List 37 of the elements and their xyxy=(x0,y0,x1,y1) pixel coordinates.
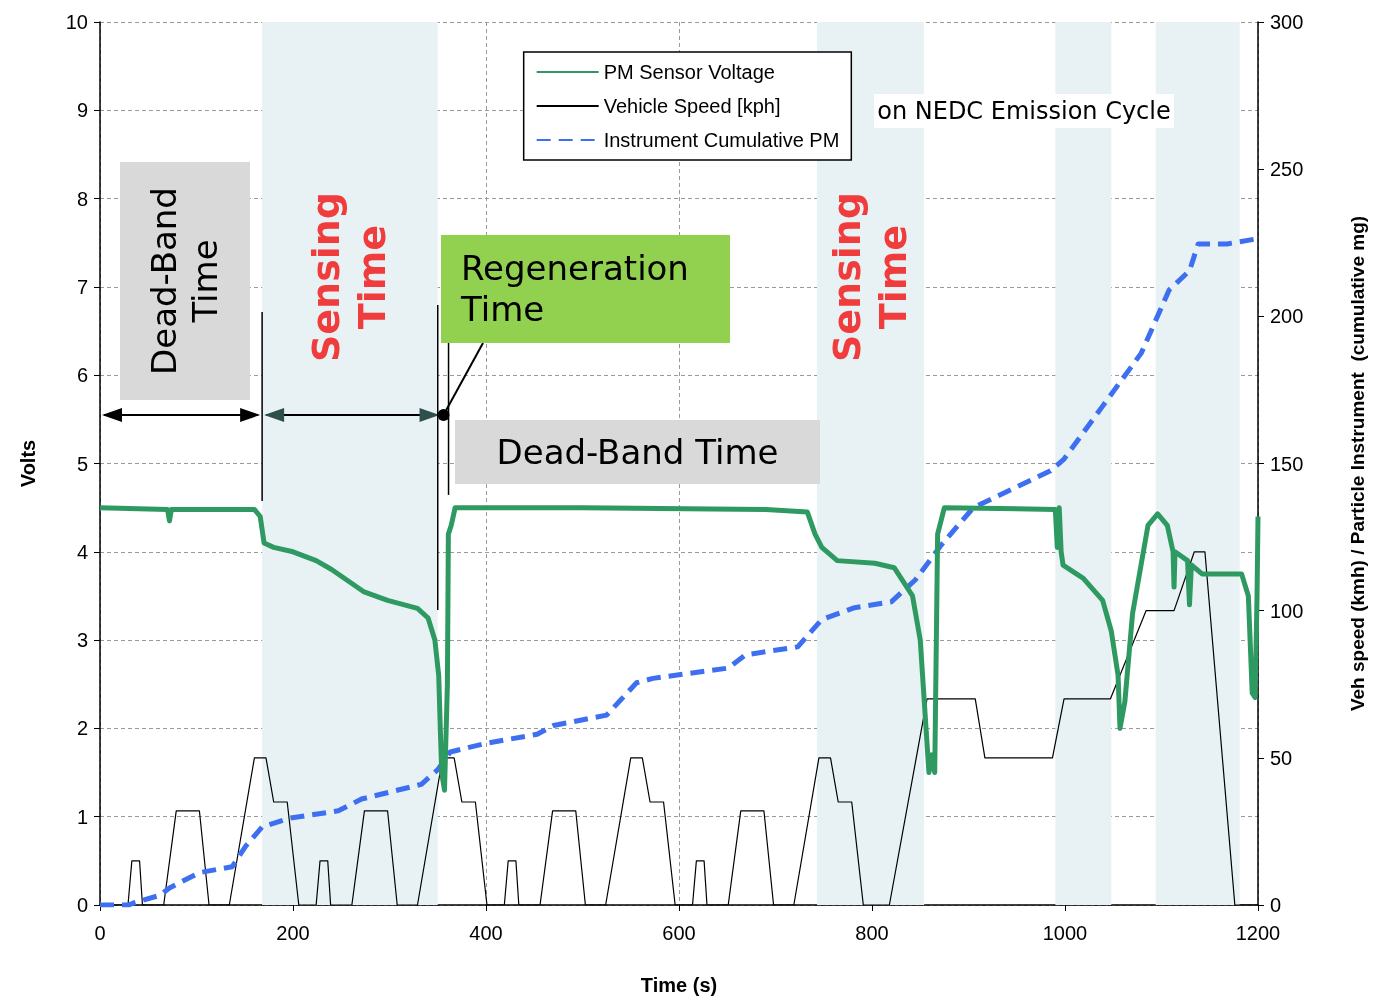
y2-tick-label: 50 xyxy=(1270,746,1293,769)
y-tick-label: 8 xyxy=(76,187,88,210)
annotation: on NEDC Emission Cycle xyxy=(874,94,1174,128)
y-axis-title: Volts xyxy=(17,439,39,488)
y2-axis-title: Veh speed (kmh) / Particle Instrument (cumulative mg) xyxy=(1347,215,1368,712)
legend-label: PM Sensor Voltage xyxy=(603,61,775,83)
annotation: Regeneration Time xyxy=(441,235,730,343)
legend-label: Instrument Cumulative PM xyxy=(603,129,840,151)
x-tick-label: 600 xyxy=(662,922,696,944)
y2-tick-label: 150 xyxy=(1270,452,1304,475)
x-axis-title: Time (s) xyxy=(640,974,718,996)
annotation: Dead-Band Time xyxy=(120,162,250,400)
y-tick-label: 3 xyxy=(76,629,88,652)
band-label: Sensing Time xyxy=(303,190,395,365)
y-tick-label: 5 xyxy=(76,452,88,475)
y-tick-label: 2 xyxy=(76,717,88,740)
y-tick-label: 0 xyxy=(76,894,88,916)
y-tick-label: 4 xyxy=(76,540,88,563)
x-tick-label: 800 xyxy=(855,922,889,944)
y-tick-label: 9 xyxy=(76,99,88,122)
x-tick-label: 0 xyxy=(94,922,106,944)
y2-tick-label: 300 xyxy=(1270,11,1304,33)
y-tick-label: 6 xyxy=(76,364,88,387)
x-tick-label: 400 xyxy=(469,922,503,944)
y2-tick-label: 0 xyxy=(1270,894,1282,916)
x-tick-label: 200 xyxy=(276,922,310,944)
band-label: Sensing Time xyxy=(823,190,916,365)
annotation: Dead-Band Time xyxy=(455,420,820,484)
y2-tick-label: 250 xyxy=(1270,158,1304,181)
y-tick-label: 7 xyxy=(76,275,88,298)
y-tick-label: 10 xyxy=(65,11,88,33)
y-tick-label: 1 xyxy=(76,805,88,828)
legend-label: Vehicle Speed [kph] xyxy=(603,95,781,117)
x-tick-label: 1200 xyxy=(1235,922,1281,944)
y2-tick-label: 100 xyxy=(1270,599,1304,622)
y2-tick-label: 200 xyxy=(1270,305,1304,328)
x-tick-label: 1000 xyxy=(1042,922,1088,944)
